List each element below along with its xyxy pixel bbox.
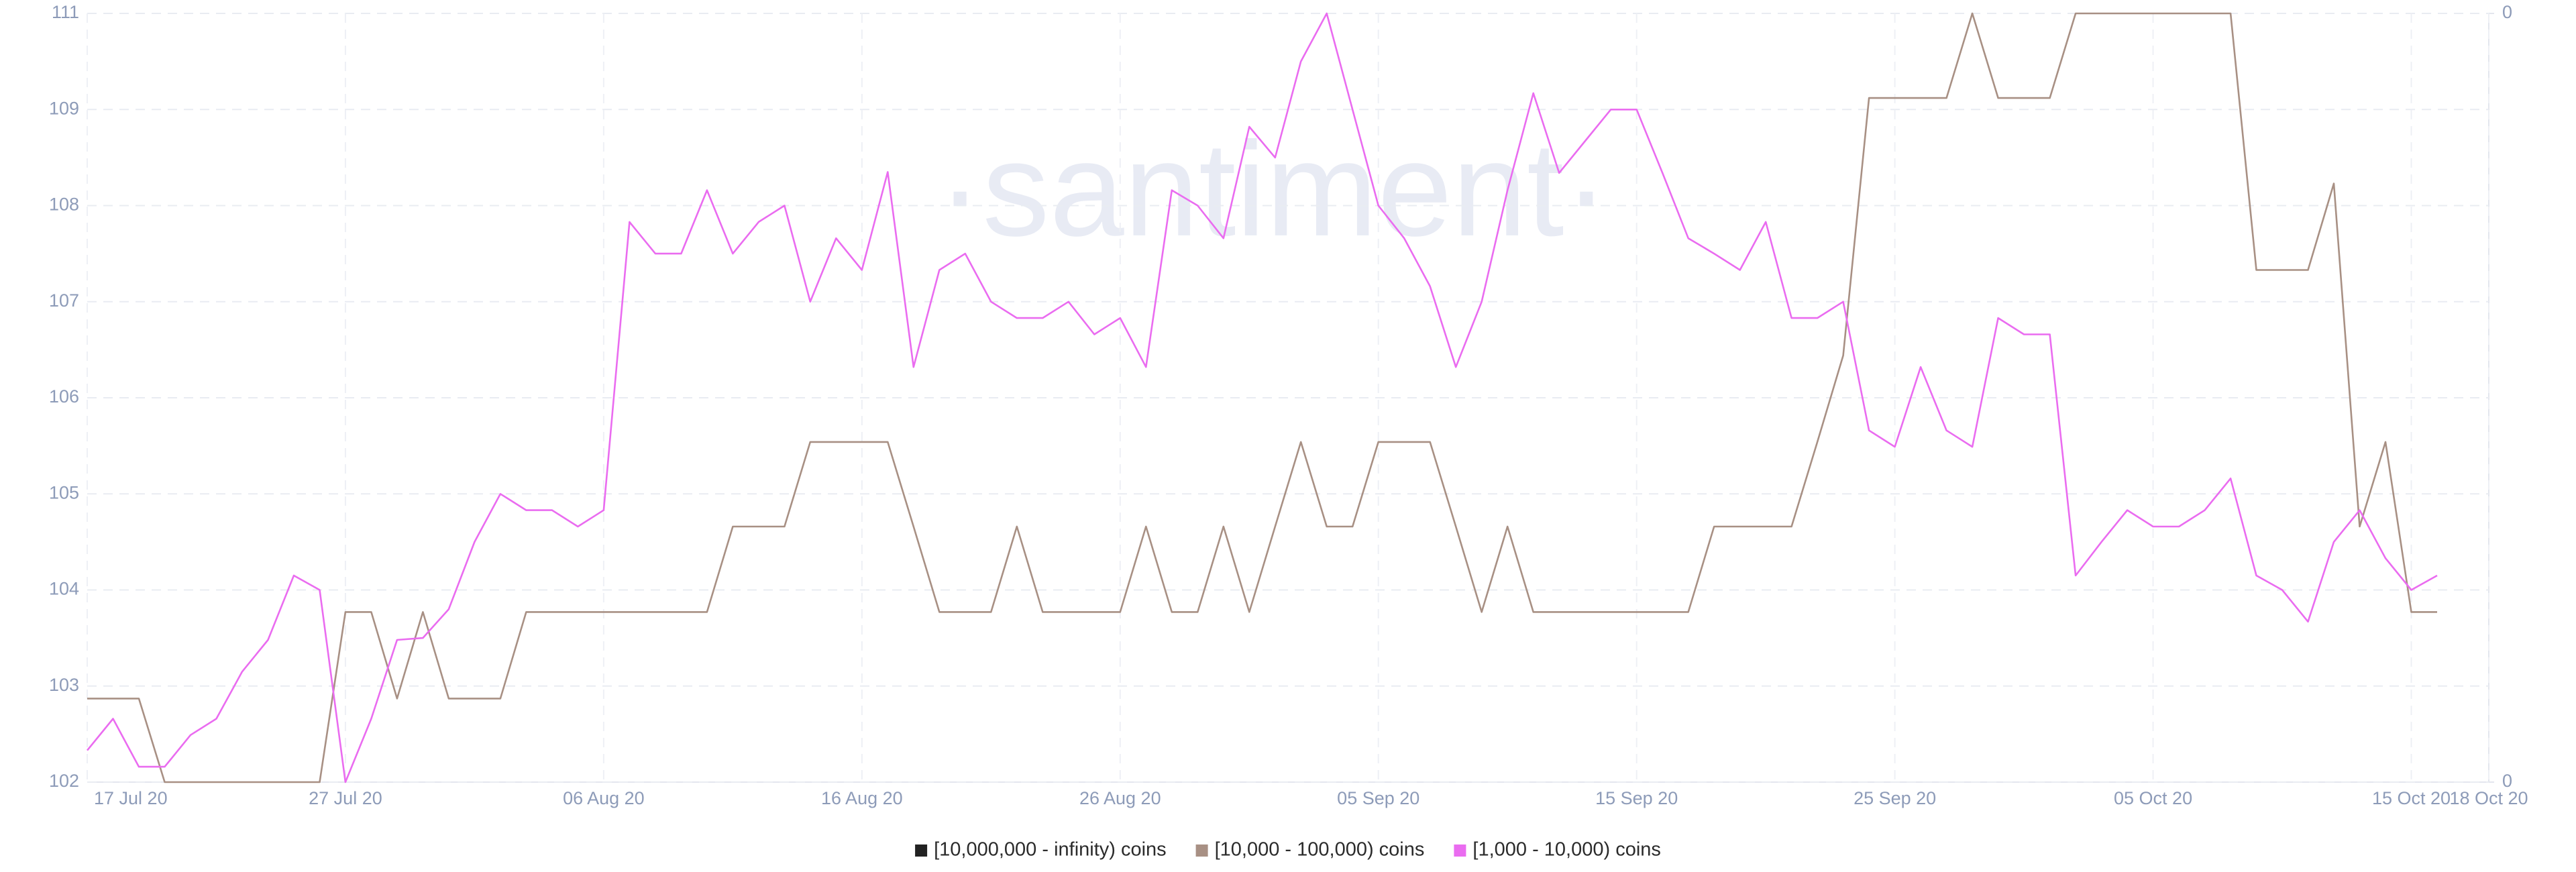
- x-tick-label: 15 Sep 20: [1595, 788, 1678, 808]
- x-tick-label: 27 Jul 20: [309, 788, 382, 808]
- x-tick-label: 05 Sep 20: [1337, 788, 1419, 808]
- y-tick-label: 103: [49, 675, 79, 695]
- legend-swatch: [1454, 844, 1466, 857]
- legend: [10,000,000 - infinity) coins [10,000 - 1…: [915, 839, 1661, 861]
- x-tick-label: 25 Sep 20: [1854, 788, 1936, 808]
- series-line: [86, 12, 2438, 783]
- legend-swatch: [1195, 844, 1208, 857]
- x-tick-label: 15 Oct 20: [2372, 788, 2451, 808]
- y-tick-label: 106: [49, 386, 79, 406]
- y2-tick-label: 0: [2502, 2, 2512, 22]
- legend-swatch: [915, 844, 928, 857]
- y-tick-label: 102: [49, 771, 79, 791]
- y-tick-label: 104: [49, 579, 79, 599]
- y-tick-label: 108: [49, 195, 79, 215]
- x-tick-label: 06 Aug 20: [563, 788, 645, 808]
- legend-item: [10,000 - 100,000) coins: [1195, 839, 1425, 861]
- y2-tick-label: 0: [2502, 771, 2512, 791]
- y-tick-label: 107: [49, 290, 79, 311]
- y-tick-label: 109: [49, 98, 79, 118]
- y-tick-label: 111: [52, 2, 79, 22]
- x-tick-label: 18 Oct 20: [2449, 788, 2528, 808]
- x-tick-label: 05 Oct 20: [2114, 788, 2192, 808]
- legend-item: [10,000,000 - infinity) coins: [915, 839, 1167, 861]
- legend-label: [10,000,000 - infinity) coins: [934, 839, 1167, 861]
- x-tick-label: 26 Aug 20: [1079, 788, 1161, 808]
- legend-label: [10,000 - 100,000) coins: [1215, 839, 1425, 861]
- legend-item: [1,000 - 10,000) coins: [1454, 839, 1661, 861]
- series-line: [87, 12, 2437, 783]
- y-tick-label: 105: [49, 482, 79, 502]
- legend-label: [1,000 - 10,000) coins: [1472, 839, 1661, 861]
- x-tick-label: 16 Aug 20: [821, 788, 903, 808]
- x-tick-label: 17 Jul 20: [94, 788, 168, 808]
